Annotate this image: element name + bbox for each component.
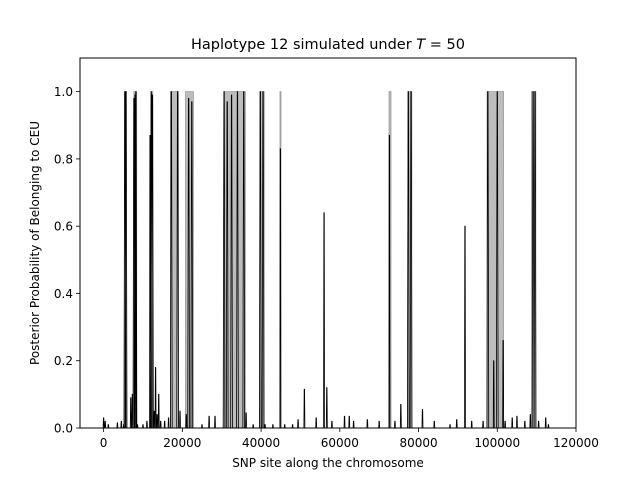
plot-frame	[79, 57, 577, 429]
x-tick-label: 20000	[163, 436, 201, 450]
y-tick-label: 1.0	[54, 85, 73, 99]
true-ancestry-segments	[124, 91, 537, 429]
y-tick-label: 0.8	[54, 152, 73, 166]
chart-title-var: T	[416, 37, 426, 53]
y-tick-label: 0.6	[54, 220, 73, 234]
y-tick-label: 0.4	[54, 287, 73, 301]
y-axis-label: Posterior Probability of Belonging to CE…	[28, 121, 42, 365]
chart-title-suffix: = 50	[425, 37, 465, 53]
chart-title: Haplotype 12 simulated under T = 50	[191, 37, 465, 53]
x-tick-label: 120000	[553, 436, 599, 450]
x-axis-ticks: 0 20000 40000 60000 80000 100000 120000	[100, 428, 599, 450]
chart-title-prefix: Haplotype 12 simulated under	[191, 37, 416, 53]
x-tick-label: 60000	[321, 436, 359, 450]
x-tick-label: 40000	[242, 436, 280, 450]
y-tick-label: 0.2	[54, 354, 73, 368]
x-axis-label: SNP site along the chromosome	[232, 456, 424, 470]
x-tick-label: 80000	[399, 436, 437, 450]
x-tick-label: 0	[100, 436, 108, 450]
y-axis-ticks: 0.0 0.2 0.4 0.6 0.8 1.0	[54, 85, 80, 436]
x-tick-label: 100000	[474, 436, 520, 450]
y-tick-label: 0.0	[54, 422, 73, 436]
true-ancestry-segment	[486, 91, 504, 429]
